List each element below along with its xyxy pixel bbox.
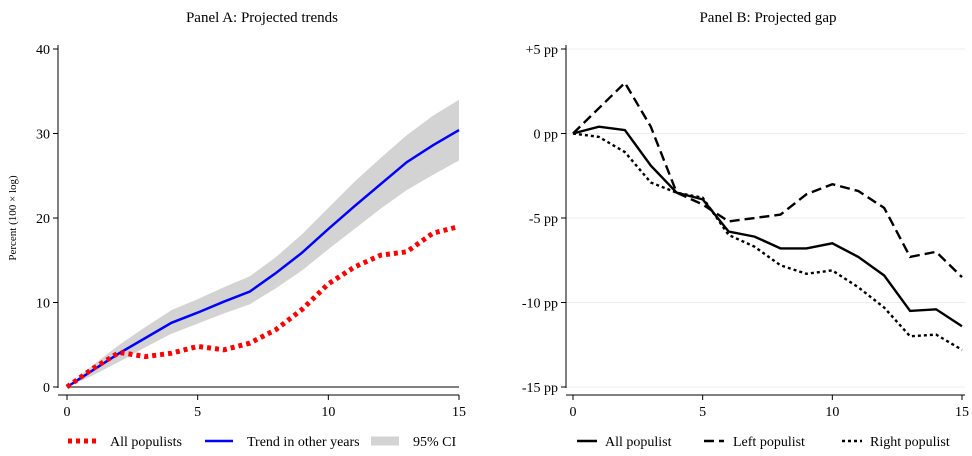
panel-a: Panel A: Projected trends Percent (100 ×… (7, 10, 466, 450)
panel-b-y-tick-label: -10 pp (522, 297, 558, 312)
panel-a-x-tick-label: 10 (321, 405, 335, 420)
series-line-all-populists (65, 224, 460, 390)
panel-b-y-tick-label: 0 pp (534, 128, 559, 143)
panel-b-axes: +5 pp 0 pp -5 pp -10 pp -15 pp 0 5 10 15 (522, 43, 969, 420)
legend-item: All populist (577, 435, 672, 450)
series-line-left-populist (572, 80, 963, 278)
panel-b-y-tick-label: -5 pp (529, 212, 558, 227)
legend-label: Right populist (870, 435, 950, 450)
panel-a-y-tick-label: 10 (36, 297, 50, 312)
legend-item: Trend in other years (205, 435, 360, 450)
panel-b-title: Panel B: Projected gap (699, 10, 836, 26)
panel-b: Panel B: Projected gap +5 pp 0 pp -5 pp -10… (522, 10, 969, 450)
panel-a-legend: All populists Trend in other years 95% CI (68, 435, 457, 450)
panel-b-y-tick-label: -15 pp (522, 381, 558, 396)
panel-a-y-tick-label: 0 (43, 381, 50, 396)
legend-label: Left populist (733, 435, 805, 450)
panel-b-x-tick-label: 15 (955, 405, 969, 420)
series-line-all-populist (572, 125, 963, 328)
panel-b-x-tick-label: 10 (825, 405, 839, 420)
legend-label: All populists (110, 435, 182, 450)
legend-item: Left populist (704, 435, 805, 450)
legend-label: All populist (605, 435, 672, 450)
legend-item: Right populist (842, 435, 950, 450)
legend-item: 95% CI (371, 435, 457, 450)
panel-a-x-tick-label: 15 (452, 405, 466, 420)
panel-b-x-tick-label: 5 (699, 405, 706, 420)
panel-a-y-axis-label: Percent (100 × log) (7, 175, 19, 261)
legend-label: 95% CI (413, 435, 457, 450)
series-line-trend-in-other-years (66, 129, 460, 389)
panel-b-series (572, 80, 963, 351)
panel-a-y-tick-label: 30 (36, 128, 50, 143)
panel-a-y-tick-label: 40 (36, 43, 50, 58)
panel-a-ci-band (67, 99, 459, 387)
ci-band-area (67, 99, 459, 387)
panel-a-axes: 0 10 20 30 40 0 5 10 15 (36, 43, 466, 420)
panel-b-x-tick-label: 0 (570, 405, 577, 420)
panel-b-legend: All populist Left populist Right populist (577, 435, 950, 450)
series-line-right-populist (572, 132, 963, 351)
panel-a-title: Panel A: Projected trends (186, 10, 338, 26)
panel-a-series (65, 129, 460, 390)
panel-a-x-tick-label: 0 (64, 405, 71, 420)
legend-item: All populists (68, 435, 182, 450)
panel-a-y-tick-label: 20 (36, 212, 50, 227)
panel-b-y-tick-label: +5 pp (526, 43, 558, 58)
panel-a-x-tick-label: 5 (194, 405, 201, 420)
panel-b-grid (566, 48, 965, 388)
legend-label: Trend in other years (247, 435, 360, 450)
